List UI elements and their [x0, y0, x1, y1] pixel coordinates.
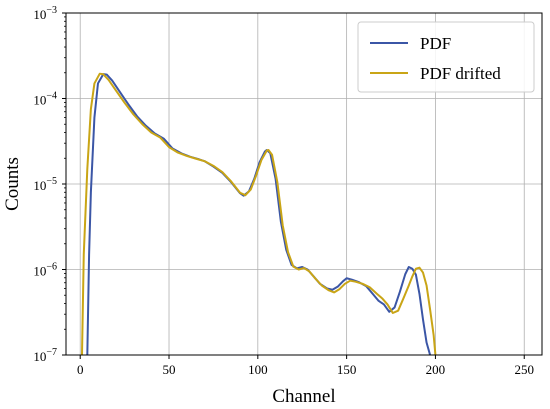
x-tick-label: 200 — [426, 362, 446, 377]
series-layer — [80, 72, 437, 355]
y-tick-label: 10−4 — [33, 91, 57, 108]
y-tick-label: 10−7 — [33, 347, 57, 364]
x-tick-label: 100 — [248, 362, 268, 377]
legend-box — [357, 21, 535, 93]
y-tick-label: 10−6 — [33, 262, 57, 279]
x-tick-label: 150 — [337, 362, 357, 377]
x-tick-label: 250 — [514, 362, 534, 377]
series-line-pdf-drifted — [80, 72, 437, 355]
y-tick-label: 10−3 — [33, 5, 57, 22]
y-tick-label: 10−5 — [33, 176, 57, 193]
x-tick-label: 0 — [77, 362, 84, 377]
axis-ticks: 0 50 100 150 200 250 10−7 10−6 10−5 10−4 10−3 — [33, 5, 534, 377]
series-line-pdf — [86, 73, 432, 355]
legend-label-pdf-drifted: PDF drifted — [420, 64, 501, 83]
legend: PDF PDF drifted — [357, 21, 535, 93]
legend-label-pdf: PDF — [420, 34, 451, 53]
x-tick-label: 50 — [163, 362, 176, 377]
y-axis-label: Counts — [2, 157, 23, 211]
x-axis-label: Channel — [272, 386, 335, 407]
